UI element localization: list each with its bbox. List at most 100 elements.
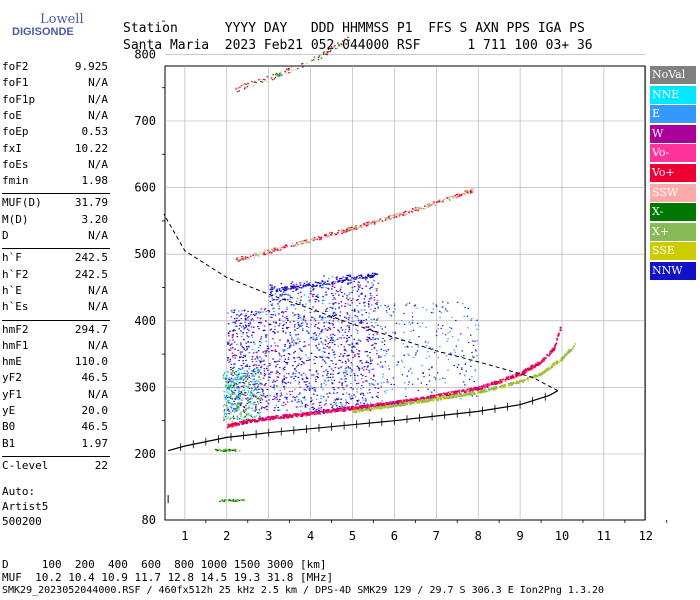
echo-point	[242, 338, 245, 340]
echo-point	[307, 388, 310, 390]
echo-point	[241, 421, 244, 423]
echo-point	[277, 371, 279, 373]
echo-point	[369, 410, 372, 412]
echo-point	[252, 395, 255, 398]
echo-point	[356, 330, 359, 332]
echo-point	[550, 365, 553, 367]
echo-point	[531, 367, 534, 370]
echo-point	[291, 414, 294, 417]
echo-point	[320, 319, 323, 321]
echo-point	[358, 302, 361, 304]
echo-point	[236, 317, 238, 319]
echo-point	[300, 374, 303, 376]
echo-point	[241, 499, 243, 501]
echo-point	[478, 390, 481, 393]
echo-point	[239, 376, 242, 378]
echo-point	[254, 420, 256, 423]
echo-point	[251, 407, 253, 409]
echo-point	[475, 324, 477, 326]
echo-point	[246, 332, 248, 334]
echo-point	[457, 339, 459, 341]
echo-point	[298, 372, 300, 374]
echo-point	[261, 418, 263, 420]
echo-point	[263, 364, 266, 366]
echo-point	[283, 294, 285, 296]
echo-point	[330, 234, 332, 236]
echo-point	[343, 293, 346, 295]
echo-point	[231, 404, 233, 406]
echo-point	[318, 328, 320, 330]
echo-point	[456, 301, 459, 303]
echo-point	[250, 395, 252, 397]
echo-point	[350, 228, 352, 230]
echo-point	[371, 405, 373, 407]
echo-point	[500, 380, 503, 383]
echo-point	[254, 410, 256, 412]
echo-point	[330, 410, 333, 412]
echo-point	[351, 370, 354, 372]
echo-point	[417, 398, 419, 401]
echo-point	[326, 310, 329, 313]
echo-point	[264, 384, 266, 386]
echo-point	[470, 393, 473, 396]
o-mode-second-hop	[235, 187, 475, 263]
echo-point	[244, 420, 247, 422]
echo-point	[560, 357, 563, 360]
echo-point	[257, 350, 260, 352]
echo-point	[432, 303, 435, 305]
sporadic-low-echoes	[219, 499, 245, 503]
echo-point	[340, 366, 342, 368]
echo-point	[323, 382, 326, 384]
echo-point	[251, 370, 253, 372]
echo-point	[362, 277, 365, 279]
echo-point	[241, 368, 243, 371]
echo-point	[329, 359, 332, 362]
echo-point	[334, 232, 336, 235]
echo-point	[357, 277, 360, 280]
echo-point	[272, 321, 275, 323]
echo-point	[570, 350, 572, 352]
echo-point	[259, 395, 261, 398]
echo-point	[447, 302, 449, 304]
echo-point	[313, 293, 315, 295]
echo-point	[276, 398, 279, 400]
param-value: 1.98	[81, 174, 109, 188]
echo-point	[265, 335, 267, 337]
echo-point	[464, 384, 466, 386]
echo-point	[524, 372, 526, 374]
param-row: yE 20.0	[2, 404, 108, 418]
echo-point	[501, 384, 504, 387]
echo-point	[317, 293, 319, 296]
echo-point	[368, 384, 371, 386]
echo-point	[230, 385, 232, 387]
echo-point	[387, 407, 389, 409]
echo-point	[350, 387, 352, 389]
echo-point	[486, 386, 489, 388]
echo-point	[256, 370, 258, 373]
echo-point	[368, 304, 370, 306]
echo-point	[287, 339, 290, 341]
echo-point	[446, 397, 448, 400]
echo-point	[380, 408, 382, 410]
echo-point	[324, 343, 327, 346]
echo-point	[328, 278, 330, 280]
echo-point	[363, 404, 365, 406]
echo-point	[411, 402, 414, 404]
echo-point	[259, 78, 261, 80]
echo-point	[362, 394, 365, 396]
echo-point	[342, 372, 345, 374]
echo-point	[377, 363, 379, 365]
echo-point	[245, 418, 248, 421]
echo-point	[243, 384, 246, 386]
echo-point	[240, 85, 243, 87]
echo-point	[339, 290, 341, 292]
echo-point	[227, 401, 229, 403]
echo-point	[260, 317, 262, 319]
echo-point	[567, 352, 570, 355]
echo-point	[248, 330, 250, 332]
echo-point	[227, 332, 230, 334]
echo-point	[533, 374, 536, 377]
echo-point	[488, 389, 491, 392]
echo-point	[458, 193, 460, 195]
echo-point	[334, 340, 336, 342]
